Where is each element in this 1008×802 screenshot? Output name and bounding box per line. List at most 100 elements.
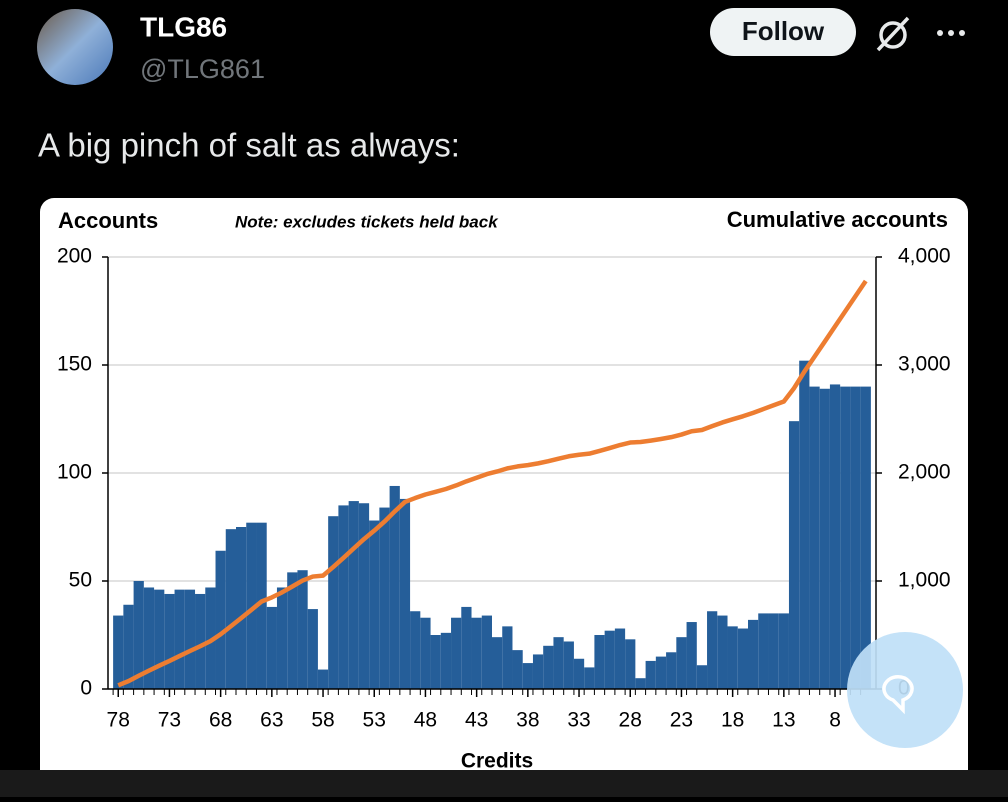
bar (860, 386, 871, 689)
bar (440, 632, 452, 689)
bar (184, 589, 196, 689)
bar (604, 630, 615, 689)
bar (625, 639, 636, 689)
plot: 05010015020001,0002,0003,0004,0007873686… (57, 245, 951, 732)
y-tick-label: 150 (57, 353, 92, 376)
bar (686, 622, 697, 689)
x-tick-label: 8 (829, 709, 841, 732)
y2-tick-label: 1,000 (898, 569, 951, 592)
bar (512, 650, 523, 689)
bar (256, 522, 267, 689)
x-tick-label: 13 (772, 709, 795, 732)
reply-icon[interactable] (882, 675, 914, 715)
bar (430, 635, 441, 689)
bar (461, 606, 472, 689)
line (117, 279, 868, 688)
x-tick-label: 33 (567, 709, 590, 732)
follow-label[interactable]: Follow (742, 16, 825, 46)
reply-fab[interactable] (847, 632, 963, 748)
author-name[interactable]: TLG86 (140, 11, 227, 42)
bar (635, 678, 646, 689)
bar (522, 663, 533, 689)
x-tick-label: 38 (516, 709, 539, 732)
follow-button[interactable] (710, 8, 856, 56)
bar (287, 572, 298, 689)
bar (707, 611, 718, 689)
bar (451, 617, 462, 689)
bar (492, 637, 503, 689)
bar (614, 628, 626, 689)
bar (379, 507, 390, 689)
bar (133, 581, 144, 689)
avatar[interactable] (37, 9, 113, 85)
bar (799, 360, 810, 689)
bar (358, 503, 370, 689)
bar (236, 527, 247, 689)
more-icon[interactable] (937, 30, 965, 36)
bar (420, 617, 431, 689)
bar (788, 421, 800, 689)
bar (573, 658, 585, 689)
x-tick-label: 68 (209, 709, 232, 732)
bar (164, 593, 175, 689)
bar (297, 570, 308, 689)
author-handle[interactable]: @TLG861 (140, 54, 265, 84)
bar (532, 654, 544, 689)
bar (317, 669, 329, 689)
bar (819, 388, 830, 689)
bar (113, 615, 124, 689)
bar (195, 593, 206, 689)
bar (840, 386, 851, 689)
bar (348, 501, 359, 689)
bar (307, 609, 318, 689)
bar (676, 637, 687, 689)
bar (123, 604, 134, 689)
y2-tick-label: 4,000 (898, 245, 951, 268)
bar (276, 587, 288, 689)
bar (338, 505, 349, 689)
y-tick-label: 100 (57, 461, 92, 484)
bar (205, 587, 216, 689)
bar (594, 635, 605, 689)
bar (369, 520, 380, 689)
x-tick-label: 18 (721, 709, 744, 732)
y2-tick-label: 2,000 (898, 461, 951, 484)
bar (563, 641, 574, 689)
bar (737, 628, 748, 689)
bar (215, 550, 226, 689)
bar (246, 522, 257, 689)
bar (829, 384, 841, 689)
bar (389, 485, 400, 689)
x-tick-label: 73 (158, 709, 181, 732)
bar (696, 665, 708, 689)
x-tick-label: 53 (363, 709, 386, 732)
bar (645, 660, 656, 689)
bar (778, 613, 789, 689)
x-tick-label: 63 (260, 709, 283, 732)
bar (410, 611, 421, 689)
bar (768, 613, 779, 689)
y2-tick-label: 3,000 (898, 353, 951, 376)
bar (655, 656, 667, 689)
bar (502, 626, 513, 689)
bar (481, 615, 492, 689)
x-tick-label: 23 (670, 709, 693, 732)
x-axis-label: Credits (461, 750, 533, 773)
grok-icon[interactable] (876, 16, 910, 52)
tweet-text: A big pinch of salt as always: (38, 127, 460, 164)
y-tick-label: 0 (80, 677, 92, 700)
bottom-bar (0, 770, 1008, 797)
bar (850, 386, 861, 689)
bar (584, 667, 595, 689)
bar (399, 498, 411, 689)
bar (809, 386, 820, 689)
bar (225, 529, 236, 689)
bar (143, 587, 155, 689)
bar (328, 516, 339, 689)
x-tick-label: 48 (414, 709, 437, 732)
bar (666, 652, 677, 689)
bar (543, 645, 554, 689)
bar (717, 615, 728, 689)
